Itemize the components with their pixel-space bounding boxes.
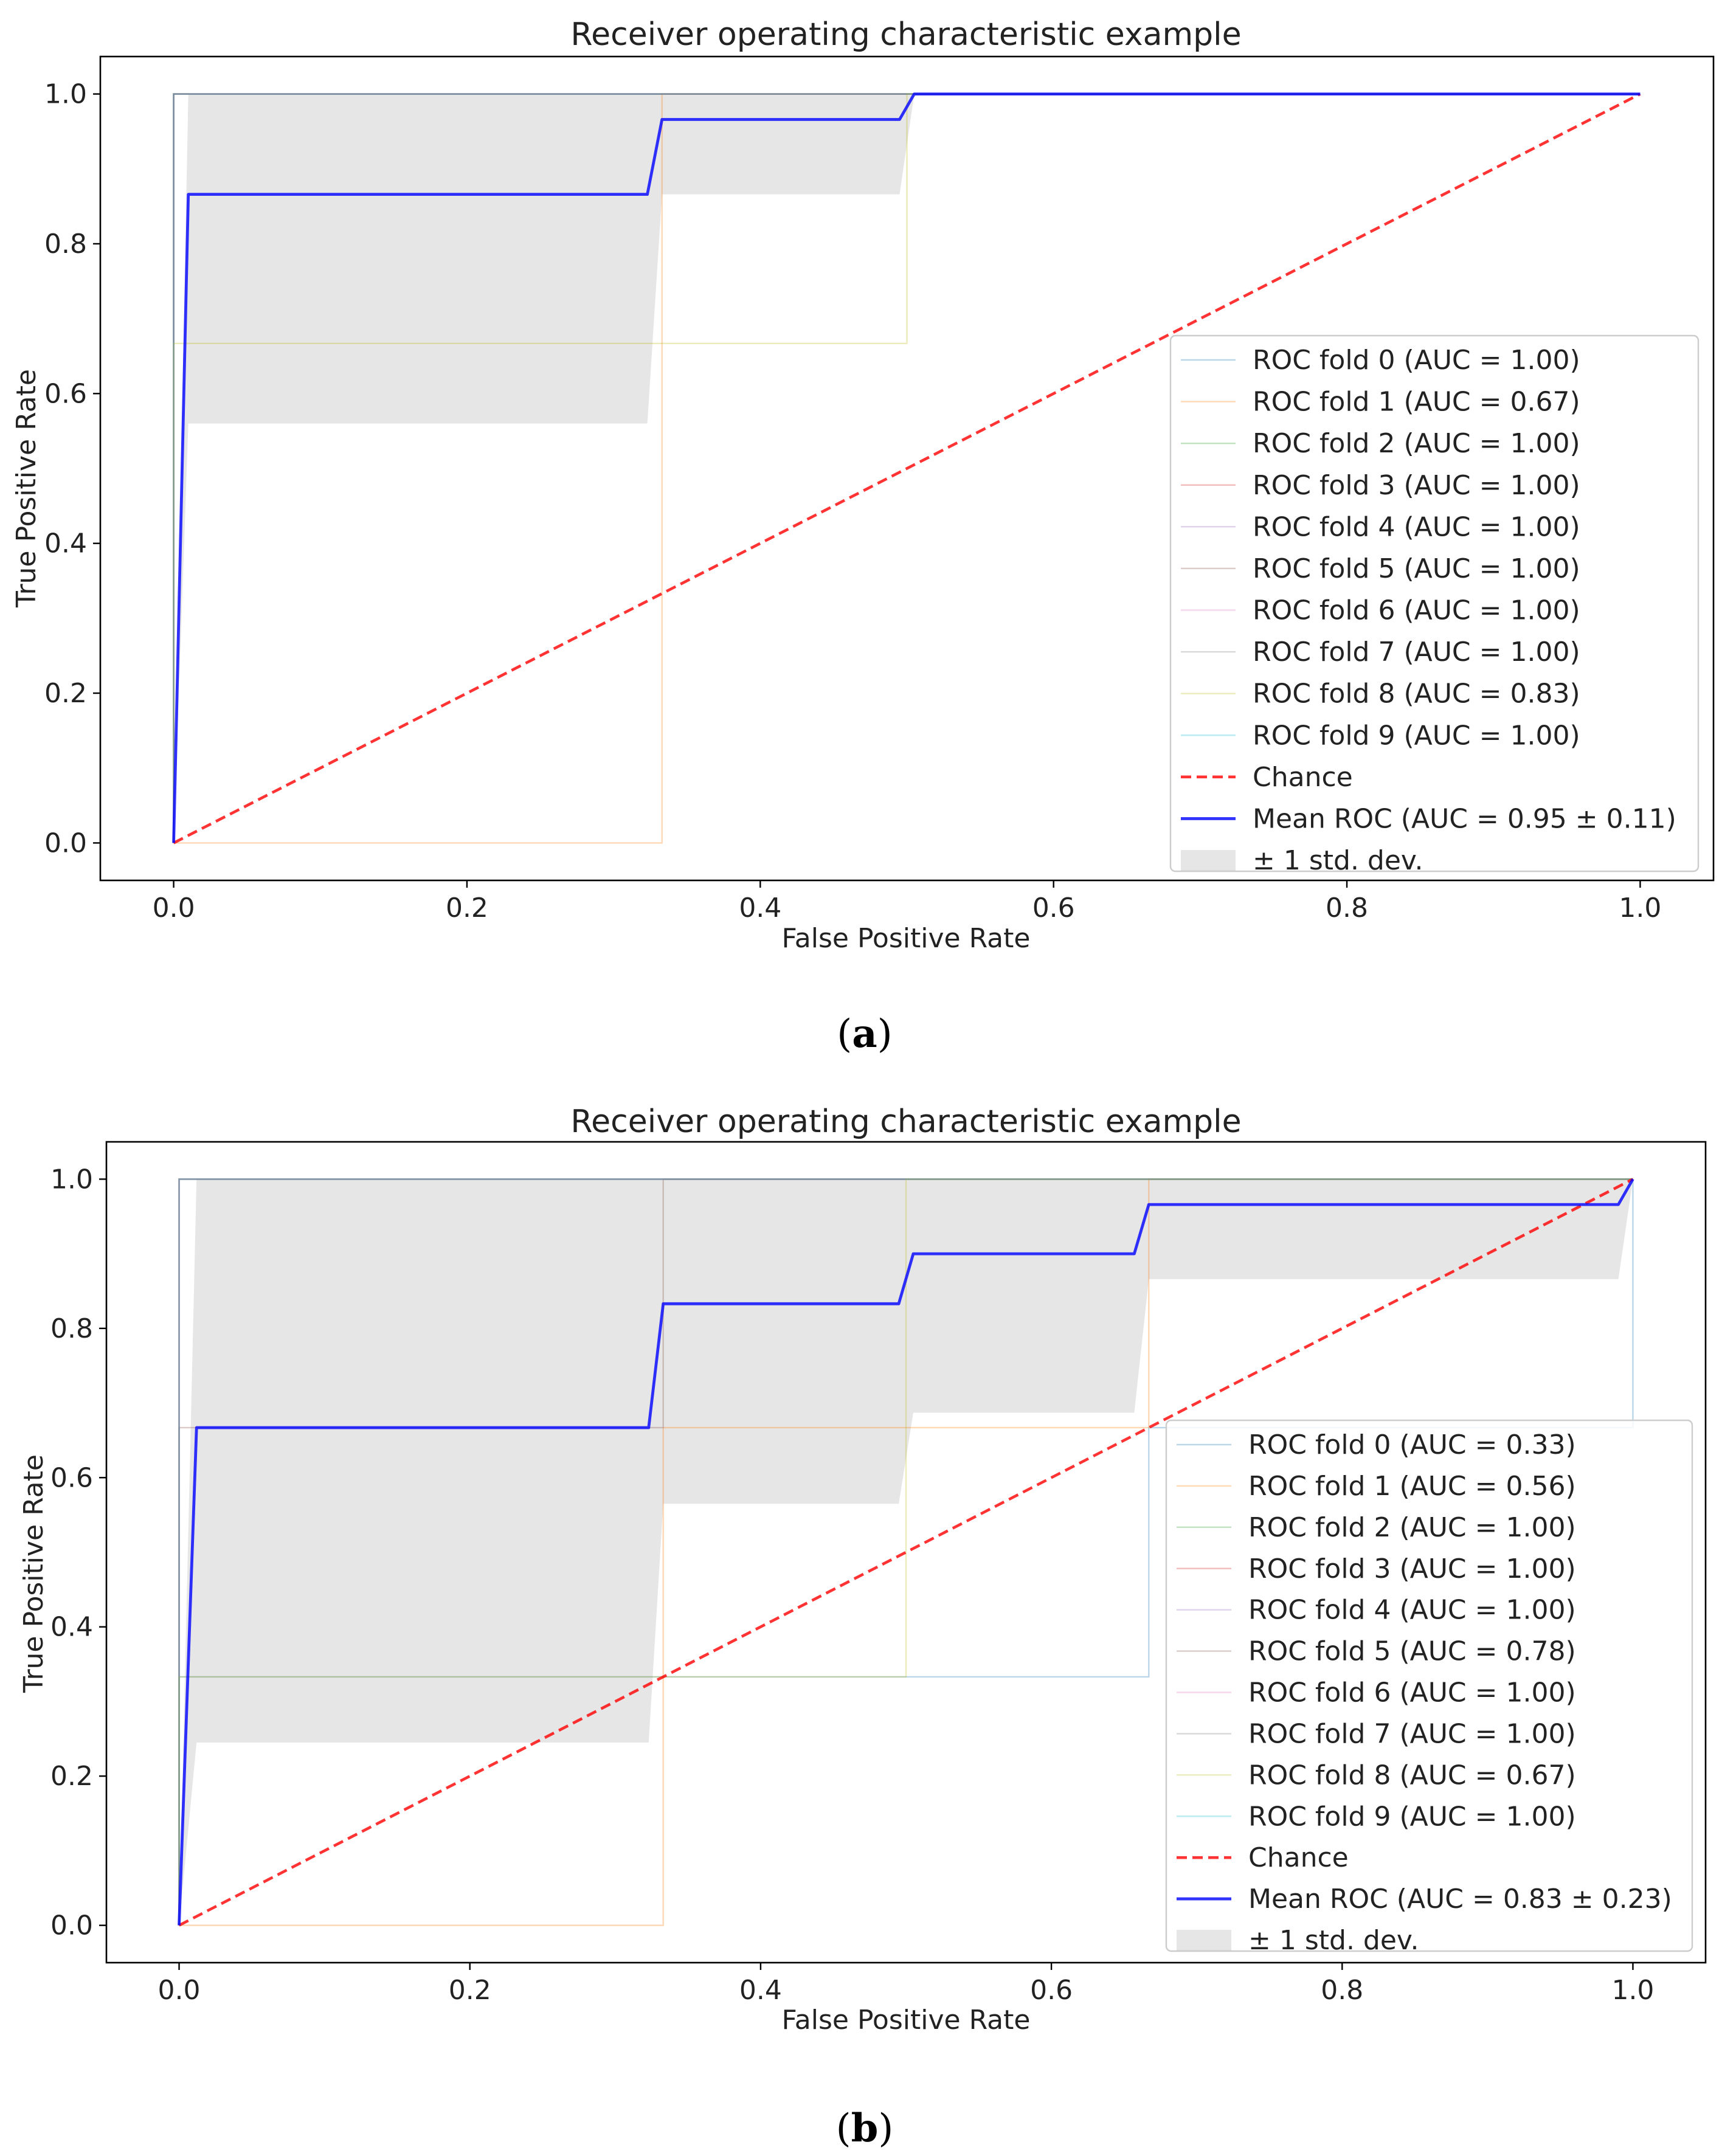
legend-label-fold-9: ROC fold 9 (AUC = 1.00)	[1248, 1801, 1576, 1832]
y-tick-label: 0.0	[50, 1910, 93, 1941]
panel-caption-letter: b	[851, 2106, 879, 2151]
roc-fold-8-line	[178, 1178, 1633, 1926]
legend-label-fold-8: ROC fold 8 (AUC = 0.83)	[1253, 679, 1580, 710]
x-tick-label: 0.8	[1326, 893, 1368, 924]
y-tick-label: 0.6	[50, 1462, 93, 1493]
x-axis-label: False Positive Rate	[782, 923, 1031, 954]
legend-label-fold-4: ROC fold 4 (AUC = 1.00)	[1248, 1595, 1576, 1626]
legend-label-fold-0: ROC fold 0 (AUC = 0.33)	[1248, 1429, 1576, 1460]
roc-panel-b: Receiver operating characteristic exampl…	[18, 1104, 1707, 2151]
legend-label-fold-1: ROC fold 1 (AUC = 0.67)	[1253, 387, 1580, 418]
y-tick-label: 0.0	[44, 828, 87, 859]
legend-label-fold-9: ROC fold 9 (AUC = 1.00)	[1253, 720, 1580, 751]
roc-fold-5-line	[178, 1178, 1633, 1926]
x-tick-label: 1.0	[1619, 893, 1661, 924]
panel-caption-letter: a	[852, 1011, 877, 1057]
legend-label-std-dev: ± 1 std. dev.	[1248, 1925, 1419, 1956]
plot-area: 0.0 0.2 0.4 0.6 0.8 1.0 0.0 0.2 0.4 0.6 0.8 1.0 ROC …	[44, 55, 1715, 924]
roc-fold-9-line	[178, 1178, 1633, 1926]
y-tick-label: 0.8	[50, 1313, 93, 1344]
legend-label-fold-1: ROC fold 1 (AUC = 0.56)	[1248, 1471, 1576, 1502]
plot-content	[172, 92, 1641, 845]
legend-label-fold-8: ROC fold 8 (AUC = 0.67)	[1248, 1760, 1576, 1791]
roc-fold-1-line	[179, 1178, 1633, 1926]
x-tick-label: 1.0	[1611, 1975, 1654, 2006]
y-tick-label: 1.0	[44, 79, 87, 110]
legend-label-fold-5: ROC fold 5 (AUC = 1.00)	[1253, 553, 1580, 584]
legend-label-fold-3: ROC fold 3 (AUC = 1.00)	[1253, 470, 1580, 501]
x-tick-label: 0.2	[449, 1975, 491, 2006]
legend: ROC fold 0 (AUC = 1.00) ROC fold 1 (AUC =…	[1169, 334, 1700, 876]
x-tick-label: 0.4	[739, 1975, 782, 2006]
roc-fold-6-line	[178, 1178, 1633, 1926]
x-tick-label: 0.8	[1321, 1975, 1363, 2006]
axes-frame	[99, 55, 1715, 882]
chart-title: Receiver operating characteristic exampl…	[570, 1104, 1241, 1140]
y-axis-label: True Positive Rate	[18, 1454, 49, 1693]
panel-caption: (a)	[837, 1011, 892, 1057]
legend-label-fold-5: ROC fold 5 (AUC = 0.78)	[1248, 1636, 1576, 1667]
legend-label-std-dev: ± 1 std. dev.	[1253, 845, 1423, 876]
std-dev-band	[179, 1179, 1633, 1926]
mean-roc-line	[178, 1178, 1634, 1926]
legend: ROC fold 0 (AUC = 0.33) ROC fold 1 (AUC =…	[1165, 1419, 1693, 1956]
y-tick-label: 0.2	[50, 1761, 93, 1792]
plot-content	[178, 1178, 1634, 1927]
axes-frame	[105, 1141, 1707, 1964]
legend-label-fold-6: ROC fold 6 (AUC = 1.00)	[1253, 595, 1580, 626]
legend-label-fold-2: ROC fold 2 (AUC = 1.00)	[1248, 1512, 1576, 1543]
legend-label-fold-0: ROC fold 0 (AUC = 1.00)	[1253, 345, 1580, 376]
x-tick-label: 0.6	[1030, 1975, 1073, 2006]
legend-label-fold-7: ROC fold 7 (AUC = 1.00)	[1248, 1718, 1576, 1749]
y-tick-label: 0.4	[50, 1612, 93, 1643]
y-tick-label: 0.2	[44, 678, 87, 709]
roc-fold-2-line	[178, 1178, 1633, 1926]
x-tick-label: 0.6	[1032, 893, 1075, 924]
roc-fold-7-line	[178, 1178, 1633, 1926]
mean-roc-line	[172, 92, 1641, 843]
legend-label-fold-4: ROC fold 4 (AUC = 1.00)	[1253, 511, 1580, 542]
roc-fold-3-line	[178, 1178, 1633, 1926]
legend-handle-std-dev	[1181, 850, 1236, 871]
chance-line	[173, 92, 1641, 845]
panel-caption: (b)	[836, 2106, 894, 2151]
legend-handle-std-dev	[1177, 1930, 1231, 1950]
legend-frame	[1165, 1419, 1693, 1952]
x-tick-label: 0.0	[153, 893, 195, 924]
legend-label-fold-2: ROC fold 2 (AUC = 1.00)	[1253, 428, 1580, 459]
y-tick-label: 0.6	[44, 378, 87, 409]
legend-label-fold-3: ROC fold 3 (AUC = 1.00)	[1248, 1553, 1576, 1584]
roc-fold-4-line	[178, 1178, 1633, 1926]
x-tick-label: 0.2	[446, 893, 488, 924]
y-axis-label: True Positive Rate	[11, 369, 42, 608]
y-tick-label: 0.4	[44, 528, 87, 559]
legend-label-mean-roc: Mean ROC (AUC = 0.95 ± 0.11)	[1253, 803, 1676, 834]
legend-label-mean-roc: Mean ROC (AUC = 0.83 ± 0.23)	[1248, 1884, 1672, 1915]
y-tick-label: 1.0	[50, 1164, 93, 1195]
legend-frame	[1169, 334, 1700, 872]
x-tick-label: 0.0	[158, 1975, 201, 2006]
plot-area: 0.0 0.2 0.4 0.6 0.8 1.0 0.0 0.2 0.4 0.6 0.8 1.0 ROC …	[50, 1141, 1707, 2006]
legend-label-fold-7: ROC fold 7 (AUC = 1.00)	[1253, 637, 1580, 668]
roc-fold-0-line	[178, 1179, 1634, 1926]
x-axis-label: False Positive Rate	[782, 2005, 1031, 2036]
roc-panel-a: Receiver operating characteristic exampl…	[11, 16, 1715, 1057]
std-dev-band	[173, 94, 1641, 843]
legend-label-fold-6: ROC fold 6 (AUC = 1.00)	[1248, 1677, 1576, 1709]
legend-label-chance: Chance	[1253, 762, 1353, 793]
y-tick-label: 0.8	[44, 229, 87, 260]
chance-line	[178, 1178, 1634, 1927]
chart-title: Receiver operating characteristic exampl…	[570, 16, 1241, 53]
x-tick-label: 0.4	[739, 893, 781, 924]
legend-label-chance: Chance	[1248, 1842, 1349, 1873]
